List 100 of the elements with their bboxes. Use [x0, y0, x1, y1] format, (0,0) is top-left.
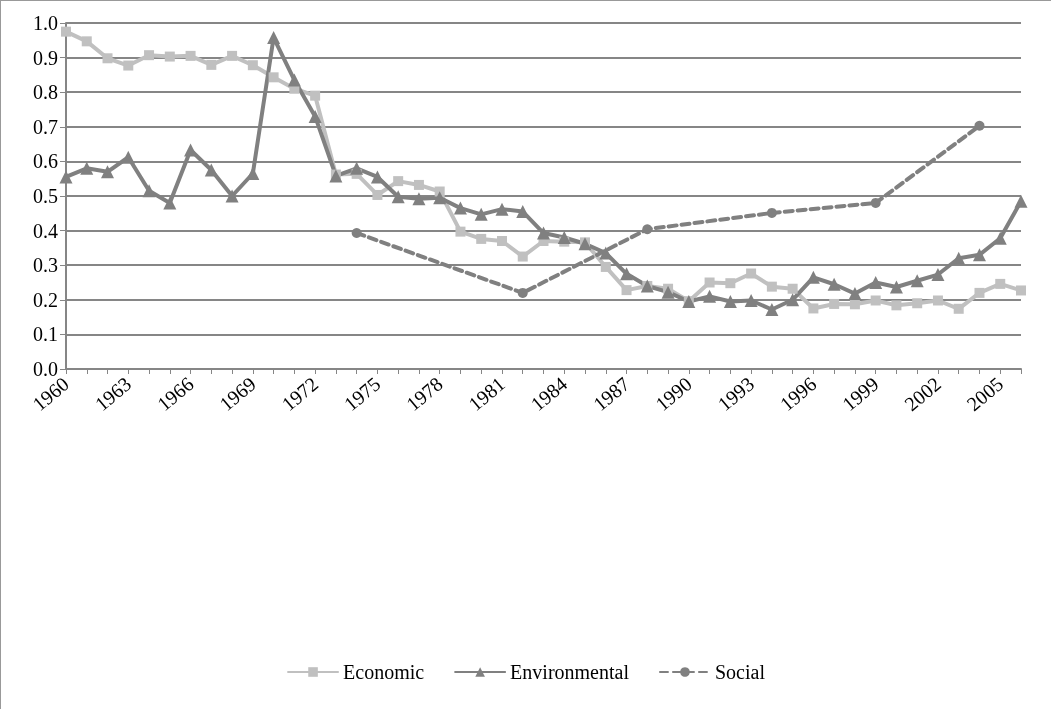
point: [765, 302, 779, 316]
point: [808, 303, 819, 314]
x-tick-label: 1975: [339, 372, 385, 416]
point: [869, 276, 883, 289]
point: [870, 197, 881, 208]
point: [247, 60, 258, 71]
y-tick-label: 0.8: [33, 81, 58, 104]
point: [455, 226, 466, 237]
point: [372, 189, 383, 200]
point: [351, 228, 362, 239]
point: [889, 280, 903, 294]
point: [101, 165, 115, 179]
point: [433, 191, 447, 205]
point: [204, 163, 218, 177]
x-tick-label: 1993: [713, 372, 759, 416]
y-tick-label: 0.1: [33, 323, 58, 346]
point: [59, 170, 73, 184]
point: [827, 277, 841, 291]
x-tick-label: 2002: [900, 372, 946, 416]
y-tick-label: 0.7: [33, 115, 58, 138]
legend-label: Economic: [343, 661, 425, 683]
point: [746, 268, 757, 279]
x-tick-label: 1969: [215, 372, 260, 416]
y-tick-label: 0.6: [33, 150, 58, 173]
point: [476, 233, 487, 244]
point: [557, 231, 571, 245]
point: [952, 251, 966, 265]
point: [144, 50, 155, 61]
point: [642, 224, 653, 235]
point: [453, 201, 467, 215]
point: [121, 150, 135, 164]
point: [206, 59, 217, 70]
point: [142, 184, 156, 198]
point: [163, 196, 177, 210]
point: [621, 285, 632, 296]
point: [974, 287, 985, 298]
point: [829, 298, 840, 309]
legend-label: Environmental: [510, 661, 630, 683]
y-tick-label: 0.2: [33, 288, 58, 311]
legend-label: Social: [714, 661, 766, 683]
point: [412, 192, 426, 206]
y-tick-label: 0.0: [33, 358, 58, 380]
point: [185, 50, 196, 61]
point: [81, 36, 92, 47]
point: [308, 109, 322, 123]
point: [413, 179, 424, 190]
point: [766, 281, 777, 292]
point: [80, 161, 94, 175]
x-tick-label: 1999: [837, 372, 883, 416]
point: [225, 189, 239, 203]
point: [744, 293, 758, 307]
point: [393, 176, 404, 187]
point: [912, 298, 923, 309]
x-tick-label: 1987: [588, 372, 634, 416]
y-tick-label: 0.3: [33, 254, 58, 277]
point: [370, 170, 384, 184]
point: [537, 226, 550, 240]
point: [517, 287, 528, 298]
point: [1016, 285, 1026, 296]
point: [848, 287, 862, 301]
point: [102, 53, 113, 64]
y-tick-label: 1.0: [33, 12, 58, 34]
point: [620, 267, 634, 281]
point: [993, 231, 1007, 245]
point: [227, 50, 238, 61]
point: [123, 60, 134, 71]
x-tick-label: 1984: [526, 372, 572, 416]
point: [786, 293, 800, 307]
point: [391, 190, 405, 204]
point: [723, 295, 737, 309]
point: [496, 235, 507, 246]
point: [787, 283, 798, 294]
point: [474, 207, 488, 221]
x-tick-label: 1978: [401, 372, 447, 416]
point: [995, 278, 1006, 289]
x-tick-label: 1996: [775, 372, 821, 416]
point: [931, 268, 945, 282]
y-tick-label: 0.9: [33, 46, 58, 69]
point: [725, 278, 736, 289]
x-tick-label: 1981: [464, 372, 510, 416]
point: [766, 207, 777, 218]
point: [164, 51, 175, 62]
point: [495, 202, 509, 216]
point: [910, 274, 924, 288]
point: [953, 303, 964, 314]
point: [1014, 194, 1028, 208]
x-tick-label: 1963: [90, 372, 136, 416]
point: [517, 251, 528, 262]
point: [972, 248, 986, 262]
point: [267, 31, 281, 45]
point: [268, 72, 279, 83]
point: [287, 73, 301, 87]
point: [661, 285, 675, 299]
point: [704, 277, 715, 288]
point: [350, 161, 364, 175]
x-tick-label: 1972: [277, 372, 323, 416]
point: [974, 120, 985, 131]
point: [932, 295, 943, 306]
point: [891, 300, 902, 311]
point: [870, 295, 881, 306]
